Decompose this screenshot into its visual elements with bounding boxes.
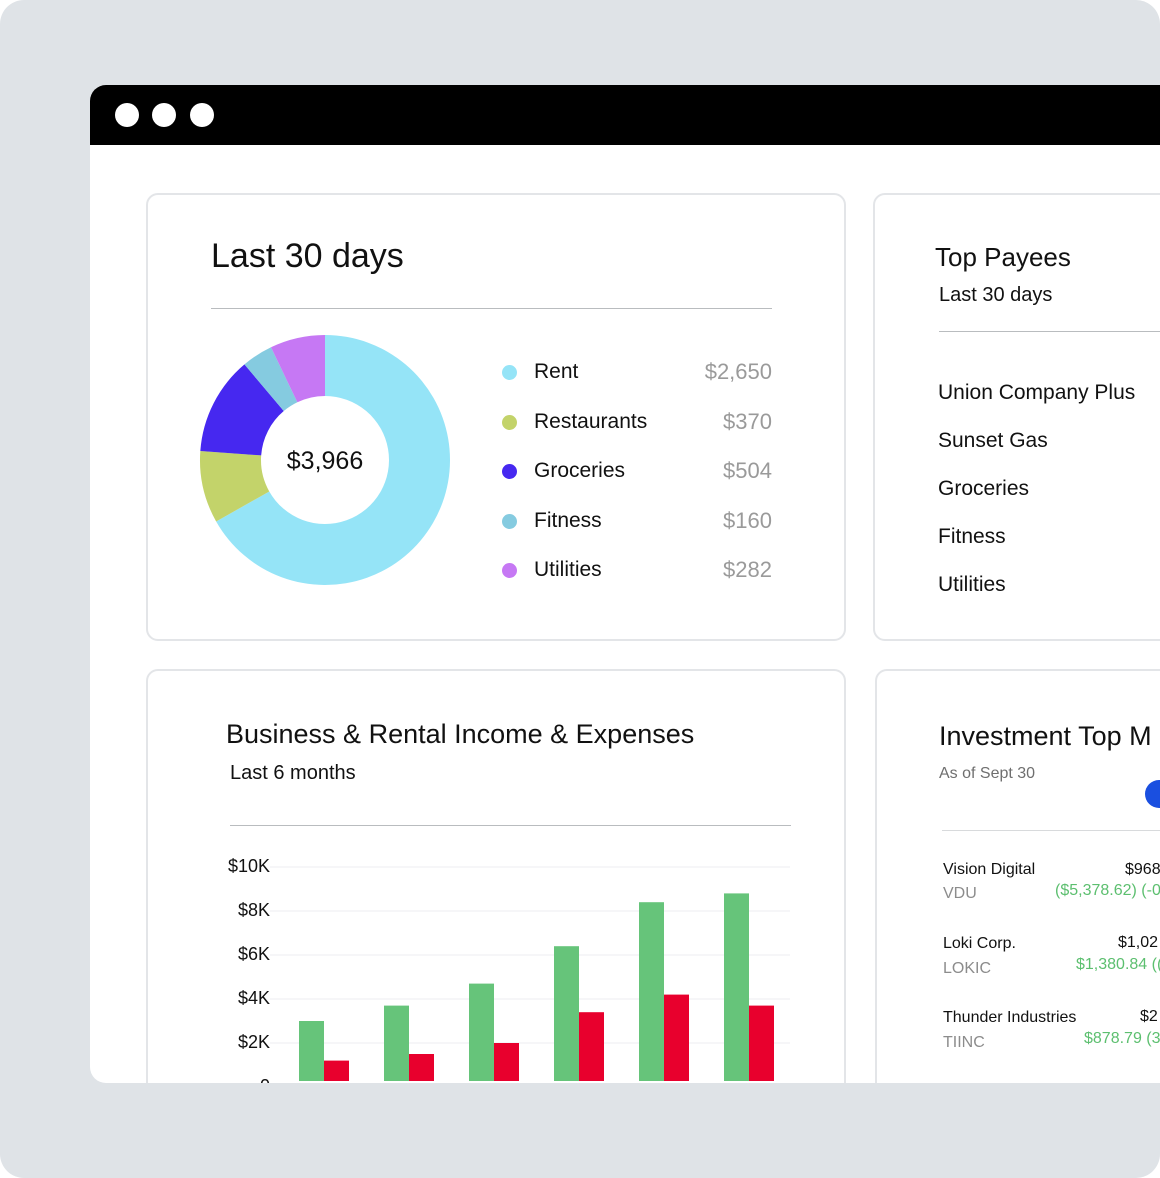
legend-label: Restaurants — [534, 410, 648, 433]
donut-slice-fitness[interactable] — [244, 347, 298, 412]
investment-ticker: LOKIC — [943, 960, 992, 977]
legend-dot-icon — [502, 365, 517, 380]
donut-slice-utilities[interactable] — [270, 335, 325, 403]
payee-item[interactable]: Groceries — [938, 477, 1030, 500]
legend-value: $504 — [723, 458, 772, 483]
legend-item[interactable]: Fitness $160 — [502, 506, 772, 536]
bar[interactable] — [469, 983, 494, 1081]
bar[interactable] — [724, 893, 749, 1081]
top-payees-card: Top Payees Last 30 days Union Company Pl… — [873, 193, 1160, 641]
y-tick-label: $10K — [227, 856, 270, 876]
legend-dot-icon — [502, 514, 517, 529]
investment-change: ($5,378.62) (-0 — [1055, 882, 1160, 899]
donut-total-label: $3,966 — [287, 447, 363, 475]
spending-title: Last 30 days — [211, 237, 404, 275]
investments-title: Investment Top M — [939, 721, 1152, 751]
business-title: Business & Rental Income & Expenses — [226, 719, 695, 749]
investment-price: $2 — [1140, 1008, 1158, 1025]
payee-item[interactable]: Fitness — [938, 525, 1006, 548]
window-dot-icon[interactable] — [190, 103, 214, 127]
investment-change: $878.79 (3 — [1084, 1030, 1160, 1047]
bar[interactable] — [409, 1054, 434, 1081]
bar[interactable] — [579, 1012, 604, 1081]
divider — [939, 331, 1160, 332]
investment-ticker: TIINC — [943, 1034, 985, 1051]
business-subtitle: Last 6 months — [230, 762, 356, 784]
investment-price: $968 — [1125, 861, 1160, 878]
donut-slice-restaurants[interactable] — [200, 450, 270, 522]
bar[interactable] — [749, 1005, 774, 1081]
bar[interactable] — [664, 994, 689, 1081]
legend-dot-icon — [502, 563, 517, 578]
bar[interactable] — [299, 1021, 324, 1081]
y-tick-label: $8K — [237, 900, 270, 920]
donut-slice-groceries[interactable] — [200, 364, 284, 456]
payees-title: Top Payees — [935, 242, 1071, 272]
browser-window: Last 30 days $3,966 Rent $2,650 Restaurant… — [90, 85, 1160, 1083]
legend-item[interactable]: Groceries $504 — [502, 456, 772, 486]
investment-price: $1,02 — [1118, 934, 1159, 951]
divider — [230, 825, 791, 826]
investment-name[interactable]: Loki Corp. — [943, 935, 1016, 952]
legend-value: $370 — [723, 409, 772, 434]
investment-name[interactable]: Thunder Industries — [943, 1009, 1077, 1026]
spending-donut-chart: $3,966 — [200, 335, 450, 585]
bar[interactable] — [554, 946, 579, 1081]
legend-item[interactable]: Utilities $282 — [502, 555, 772, 585]
bar[interactable] — [384, 1005, 409, 1081]
investments-subtitle: As of Sept 30 — [939, 765, 1036, 782]
investment-change: $1,380.84 (( — [1076, 956, 1160, 973]
window-dot-icon[interactable] — [115, 103, 139, 127]
y-tick-label: $4K — [237, 988, 270, 1008]
legend-value: $160 — [723, 508, 772, 533]
bar[interactable] — [324, 1060, 349, 1081]
legend-item[interactable]: Rent $2,650 — [502, 357, 772, 387]
y-tick-label: $6K — [237, 944, 270, 964]
payees-subtitle: Last 30 days — [939, 284, 1053, 306]
legend-value: $282 — [723, 557, 772, 582]
y-tick-label: 0 — [210, 1076, 270, 1083]
legend-label: Groceries — [534, 459, 626, 482]
toggle-switch[interactable] — [1145, 780, 1160, 808]
investment-name[interactable]: Vision Digital — [943, 861, 1036, 878]
legend-dot-icon — [502, 464, 517, 479]
investment-ticker: VDU — [943, 885, 977, 902]
investments-card: Investment Top M As of Sept 30 Vision Di… — [875, 669, 1160, 1083]
legend-label: Utilities — [534, 558, 602, 581]
donut-slice-rent[interactable] — [216, 335, 450, 585]
bar[interactable] — [494, 1043, 519, 1081]
legend-label: Rent — [534, 360, 579, 383]
legend-item[interactable]: Restaurants $370 — [502, 407, 772, 437]
window-title-bar — [90, 85, 1160, 145]
divider — [942, 830, 1160, 831]
business-bar-chart — [270, 866, 790, 1081]
window-dot-icon[interactable] — [152, 103, 176, 127]
payee-item[interactable]: Union Company Plus — [938, 381, 1136, 404]
business-card: Business & Rental Income & Expenses Last… — [146, 669, 846, 1083]
legend-value: $2,650 — [704, 359, 772, 384]
spending-card: Last 30 days $3,966 Rent $2,650 Restaurant… — [146, 193, 846, 641]
bar[interactable] — [639, 902, 664, 1081]
y-tick-label: $2K — [237, 1032, 270, 1052]
payee-item[interactable]: Utilities — [938, 573, 1006, 596]
divider — [211, 308, 772, 309]
payee-item[interactable]: Sunset Gas — [938, 429, 1048, 452]
legend-label: Fitness — [534, 509, 602, 532]
legend-dot-icon — [502, 415, 517, 430]
